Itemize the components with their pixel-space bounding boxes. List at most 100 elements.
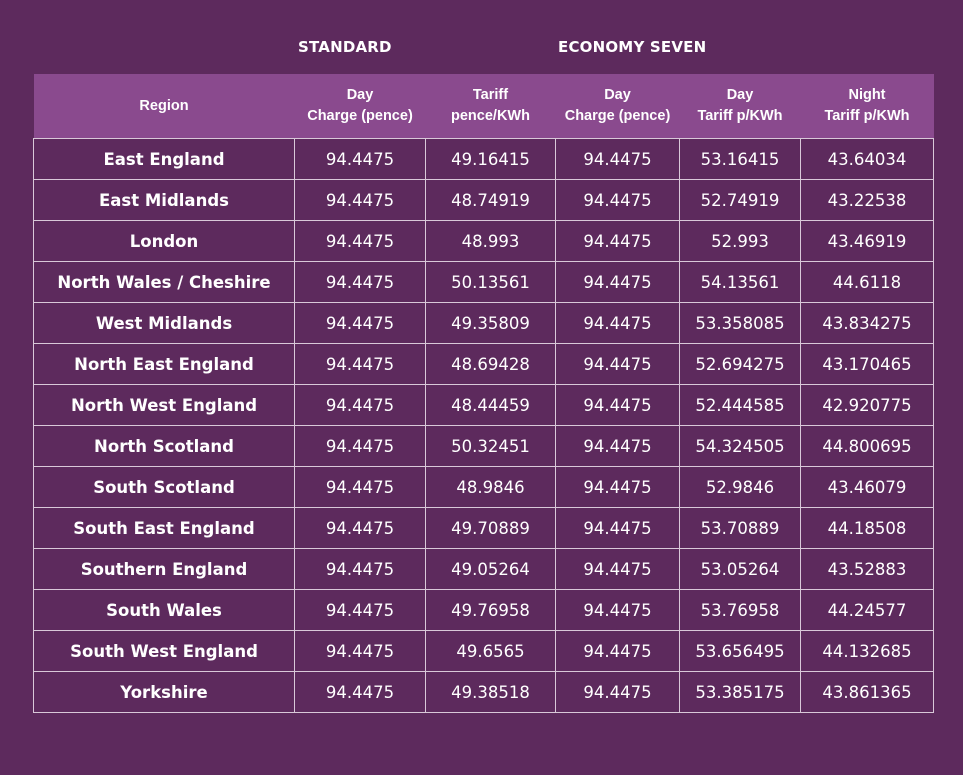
cell-e7-night-tariff: 43.861365 bbox=[800, 671, 934, 713]
cell-standard-tariff: 49.05264 bbox=[425, 548, 556, 590]
header-e7-day-tariff: Day Tariff p/KWh bbox=[679, 74, 801, 139]
header-line: Tariff p/KWh bbox=[824, 108, 910, 124]
cell-e7-day-tariff: 53.05264 bbox=[679, 548, 801, 590]
cell-region: North Wales / Cheshire bbox=[33, 261, 295, 303]
economy-seven-group-label: ECONOMY SEVEN bbox=[558, 38, 707, 56]
cell-e7-day-charge: 94.4475 bbox=[555, 179, 680, 221]
cell-standard-day-charge: 94.4475 bbox=[294, 138, 426, 180]
cell-e7-day-tariff: 52.993 bbox=[679, 220, 801, 262]
standard-group-label: STANDARD bbox=[298, 38, 392, 56]
cell-standard-day-charge: 94.4475 bbox=[294, 466, 426, 508]
cell-standard-day-charge: 94.4475 bbox=[294, 343, 426, 385]
cell-e7-day-tariff: 53.70889 bbox=[679, 507, 801, 549]
cell-standard-tariff: 49.70889 bbox=[425, 507, 556, 549]
header-line: Tariff p/KWh bbox=[697, 108, 783, 124]
cell-e7-night-tariff: 43.46919 bbox=[800, 220, 934, 262]
table-row: Yorkshire 94.4475 49.38518 94.4475 53.38… bbox=[33, 671, 934, 713]
cell-e7-night-tariff: 44.132685 bbox=[800, 630, 934, 672]
cell-region: Yorkshire bbox=[33, 671, 295, 713]
table-row: South West England 94.4475 49.6565 94.44… bbox=[33, 630, 934, 672]
cell-e7-night-tariff: 42.920775 bbox=[800, 384, 934, 426]
cell-standard-tariff: 48.993 bbox=[425, 220, 556, 262]
cell-e7-day-tariff: 54.13561 bbox=[679, 261, 801, 303]
cell-e7-day-charge: 94.4475 bbox=[555, 630, 680, 672]
cell-e7-day-tariff: 52.74919 bbox=[679, 179, 801, 221]
header-line: pence/KWh bbox=[451, 108, 530, 124]
cell-e7-day-tariff: 52.694275 bbox=[679, 343, 801, 385]
header-standard-tariff: Tariff pence/KWh bbox=[425, 74, 556, 139]
cell-standard-tariff: 49.38518 bbox=[425, 671, 556, 713]
header-line: Charge (pence) bbox=[307, 108, 413, 124]
cell-e7-day-charge: 94.4475 bbox=[555, 507, 680, 549]
cell-region: North West England bbox=[33, 384, 295, 426]
header-line: Day bbox=[346, 87, 374, 103]
cell-e7-day-tariff: 53.358085 bbox=[679, 302, 801, 344]
table-row: London 94.4475 48.993 94.4475 52.993 43.… bbox=[33, 220, 934, 262]
cell-e7-night-tariff: 44.6118 bbox=[800, 261, 934, 303]
header-line: Charge (pence) bbox=[564, 108, 671, 124]
header-line: Day bbox=[604, 87, 631, 103]
cell-e7-night-tariff: 44.24577 bbox=[800, 589, 934, 631]
cell-standard-tariff: 48.44459 bbox=[425, 384, 556, 426]
cell-e7-day-tariff: 53.16415 bbox=[679, 138, 801, 180]
cell-region: London bbox=[33, 220, 295, 262]
cell-standard-tariff: 49.6565 bbox=[425, 630, 556, 672]
cell-standard-day-charge: 94.4475 bbox=[294, 671, 426, 713]
cell-standard-day-charge: 94.4475 bbox=[294, 261, 426, 303]
cell-e7-day-tariff: 54.324505 bbox=[679, 425, 801, 467]
header-row: Region Day Charge (pence) Tariff pence/K… bbox=[33, 74, 934, 139]
cell-e7-night-tariff: 44.18508 bbox=[800, 507, 934, 549]
cell-e7-night-tariff: 43.170465 bbox=[800, 343, 934, 385]
tariff-table: Region Day Charge (pence) Tariff pence/K… bbox=[33, 74, 934, 713]
cell-e7-day-charge: 94.4475 bbox=[555, 302, 680, 344]
table-row: South East England 94.4475 49.70889 94.4… bbox=[33, 507, 934, 549]
header-region: Region bbox=[33, 74, 295, 139]
cell-e7-day-tariff: 53.76958 bbox=[679, 589, 801, 631]
table-body: East England 94.4475 49.16415 94.4475 53… bbox=[33, 138, 934, 713]
cell-e7-day-charge: 94.4475 bbox=[555, 343, 680, 385]
table-row: Southern England 94.4475 49.05264 94.447… bbox=[33, 548, 934, 590]
cell-e7-day-charge: 94.4475 bbox=[555, 671, 680, 713]
cell-e7-night-tariff: 43.22538 bbox=[800, 179, 934, 221]
cell-standard-day-charge: 94.4475 bbox=[294, 179, 426, 221]
cell-e7-day-tariff: 53.656495 bbox=[679, 630, 801, 672]
cell-standard-tariff: 49.76958 bbox=[425, 589, 556, 631]
cell-e7-day-charge: 94.4475 bbox=[555, 466, 680, 508]
cell-e7-day-charge: 94.4475 bbox=[555, 425, 680, 467]
cell-region: West Midlands bbox=[33, 302, 295, 344]
cell-standard-tariff: 49.35809 bbox=[425, 302, 556, 344]
cell-region: East Midlands bbox=[33, 179, 295, 221]
cell-region: North East England bbox=[33, 343, 295, 385]
cell-e7-day-charge: 94.4475 bbox=[555, 220, 680, 262]
cell-standard-tariff: 50.32451 bbox=[425, 425, 556, 467]
header-line: Night bbox=[848, 87, 886, 103]
cell-e7-night-tariff: 44.800695 bbox=[800, 425, 934, 467]
header-line: Day bbox=[726, 87, 754, 103]
table-row: North East England 94.4475 48.69428 94.4… bbox=[33, 343, 934, 385]
cell-region: South Scotland bbox=[33, 466, 295, 508]
cell-standard-tariff: 49.16415 bbox=[425, 138, 556, 180]
table-row: South Scotland 94.4475 48.9846 94.4475 5… bbox=[33, 466, 934, 508]
cell-region: South West England bbox=[33, 630, 295, 672]
cell-region: South East England bbox=[33, 507, 295, 549]
cell-e7-day-charge: 94.4475 bbox=[555, 548, 680, 590]
header-e7-day-charge: Day Charge (pence) bbox=[555, 74, 680, 139]
cell-e7-night-tariff: 43.52883 bbox=[800, 548, 934, 590]
cell-e7-day-charge: 94.4475 bbox=[555, 384, 680, 426]
table-row: West Midlands 94.4475 49.35809 94.4475 5… bbox=[33, 302, 934, 344]
cell-standard-day-charge: 94.4475 bbox=[294, 302, 426, 344]
cell-standard-tariff: 48.69428 bbox=[425, 343, 556, 385]
cell-standard-day-charge: 94.4475 bbox=[294, 384, 426, 426]
table-header: Region Day Charge (pence) Tariff pence/K… bbox=[33, 74, 934, 139]
table-row: North Scotland 94.4475 50.32451 94.4475 … bbox=[33, 425, 934, 467]
cell-standard-tariff: 48.9846 bbox=[425, 466, 556, 508]
cell-e7-night-tariff: 43.46079 bbox=[800, 466, 934, 508]
cell-e7-night-tariff: 43.64034 bbox=[800, 138, 934, 180]
cell-e7-night-tariff: 43.834275 bbox=[800, 302, 934, 344]
header-region-label: Region bbox=[139, 97, 189, 114]
cell-e7-day-charge: 94.4475 bbox=[555, 138, 680, 180]
table-row: East Midlands 94.4475 48.74919 94.4475 5… bbox=[33, 179, 934, 221]
cell-standard-day-charge: 94.4475 bbox=[294, 630, 426, 672]
cell-e7-day-tariff: 52.444585 bbox=[679, 384, 801, 426]
cell-standard-tariff: 48.74919 bbox=[425, 179, 556, 221]
